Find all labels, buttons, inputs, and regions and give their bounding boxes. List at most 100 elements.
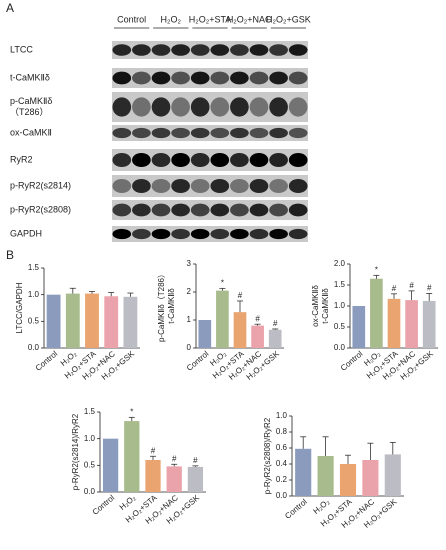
significance-mark: #: [392, 284, 397, 293]
bar: [352, 306, 366, 348]
y-tick-label: 1.0: [84, 434, 96, 443]
bar: [362, 460, 379, 496]
blot-band: [132, 127, 151, 139]
bar: [384, 454, 401, 496]
bar: [102, 438, 119, 492]
blot-band: [171, 97, 190, 117]
bar: [145, 460, 161, 492]
blot-band: [190, 228, 210, 240]
y-tick-label: 1.0: [276, 411, 288, 420]
blot-band: [249, 203, 269, 217]
blot-band: [210, 127, 230, 139]
y-axis-label: ox-CaMKⅡδ: [311, 285, 320, 327]
significance-mark: *: [221, 278, 224, 287]
blot-band: [112, 178, 132, 194]
x-tick-label: Control: [185, 349, 211, 373]
row-label: p-RyR2(s2814): [10, 180, 71, 190]
x-tick-label: Control: [91, 493, 117, 517]
blot-band: [230, 44, 249, 56]
blot-band: [190, 44, 210, 56]
lane-label: Control: [117, 14, 146, 24]
y-tick-label: 0.0: [84, 487, 96, 496]
blot-band: [210, 203, 230, 217]
blot-band: [210, 178, 230, 194]
blot-band: [151, 228, 171, 240]
blot-band: [132, 97, 151, 117]
panel-label: A: [6, 1, 14, 15]
blot-band: [171, 71, 190, 85]
blot-band: [249, 71, 269, 85]
significance-mark: #: [273, 319, 278, 328]
blot-band: [190, 71, 210, 85]
blot-band: [210, 97, 230, 117]
blot-band: [230, 71, 249, 85]
y-tick-label: 0: [187, 343, 192, 352]
y-axis-label: p-CaMKⅡδ（T286）: [157, 270, 166, 342]
bar: [370, 278, 383, 348]
lane-label: H₂O₂: [161, 14, 182, 24]
y-tick-label: 0.6: [276, 443, 288, 452]
blot-band: [151, 44, 171, 56]
blot-band: [151, 203, 171, 217]
blot-band: [112, 152, 132, 168]
blot-band: [210, 71, 230, 85]
y-tick-label: 0.8: [276, 427, 288, 436]
lane-label: H₂O₂+GSK: [266, 14, 311, 24]
blot-band: [132, 44, 151, 56]
y-tick-label: 0.5: [28, 316, 40, 325]
blot-band: [132, 228, 151, 240]
row-label: GAPDH: [10, 228, 42, 238]
blot-band: [190, 178, 210, 194]
blot-band: [132, 178, 151, 194]
bar: [295, 448, 312, 496]
blot-band: [171, 178, 190, 194]
bar: [387, 298, 401, 348]
blot-band: [249, 97, 269, 117]
significance-mark: #: [172, 454, 177, 463]
blot-band: [288, 71, 308, 85]
blot-band: [249, 44, 269, 56]
blot-band: [230, 228, 249, 240]
y-tick-label: 3: [187, 259, 192, 268]
y-tick-label: 0.0: [276, 491, 288, 500]
blot-band: [288, 228, 308, 240]
significance-mark: #: [151, 446, 156, 455]
bar: [198, 320, 212, 348]
blot-band: [288, 44, 308, 56]
blot-band: [151, 152, 171, 168]
blot-band: [190, 127, 210, 139]
blot-band: [269, 203, 288, 217]
blot-band: [151, 97, 171, 117]
row-label: LTCC: [10, 44, 33, 54]
blot-band: [132, 152, 151, 168]
blot-band: [151, 71, 171, 85]
y-tick-label: 2: [187, 287, 192, 296]
y-tick-label: 0.0: [334, 343, 346, 352]
blot-band: [132, 203, 151, 217]
y-tick-label: 0.5: [334, 322, 346, 331]
blot-band: [288, 152, 308, 168]
y-tick-label: 0.0: [28, 343, 40, 352]
blot-band: [288, 97, 308, 117]
bar: [216, 290, 229, 348]
blot-band: [210, 44, 230, 56]
y-axis-label: t-CaMKⅡδ: [167, 288, 176, 324]
blot-band: [171, 44, 190, 56]
blot-band: [112, 228, 132, 240]
blot-band: [249, 127, 269, 139]
blot-band: [112, 97, 132, 117]
blot-band: [269, 178, 288, 194]
bar: [123, 296, 138, 348]
blot-band: [151, 178, 171, 194]
significance-mark: #: [427, 284, 432, 293]
bar: [251, 325, 264, 348]
blot-band: [112, 203, 132, 217]
significance-mark: #: [255, 314, 260, 323]
y-tick-label: 1.0: [28, 290, 40, 299]
bar: [422, 300, 436, 348]
y-tick-label: 0.2: [276, 475, 288, 484]
panel-label: B: [6, 248, 14, 262]
blot-band: [269, 97, 288, 117]
y-tick-label: 1.0: [334, 301, 346, 310]
